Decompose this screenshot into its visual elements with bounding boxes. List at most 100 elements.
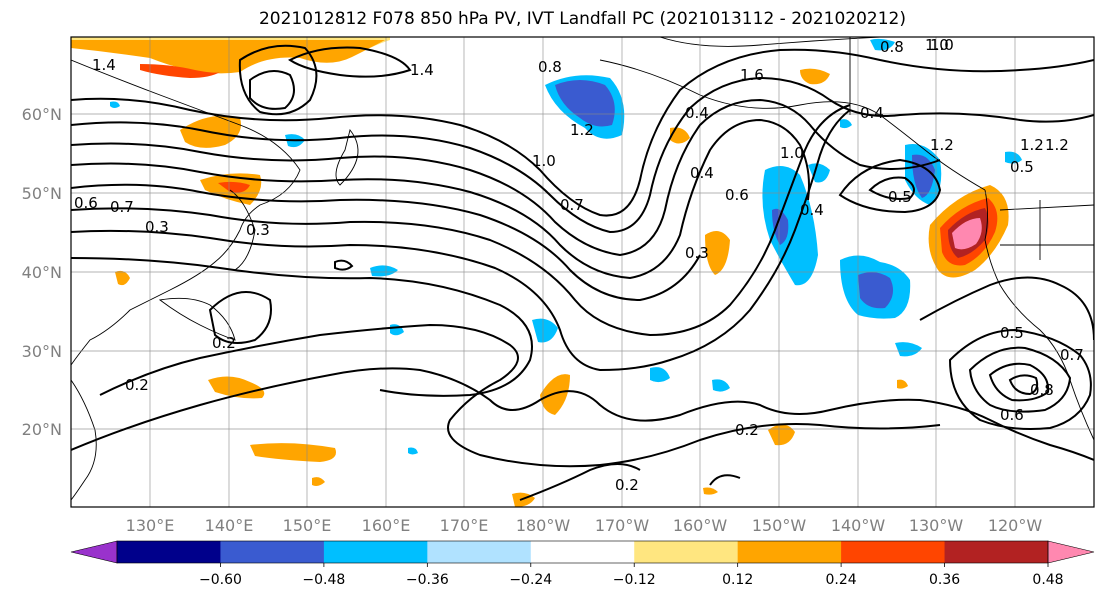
- anomaly-positive: [218, 181, 250, 193]
- anomaly-positive: [670, 127, 690, 144]
- contour-label: 0.7: [1060, 346, 1084, 364]
- anomaly-positive: [952, 218, 982, 250]
- contour-line: [208, 291, 272, 345]
- lon-label: 150°E: [283, 516, 332, 535]
- lat-label: 60°N: [22, 105, 62, 124]
- latitude-labels: 60°N 50°N 40°N 30°N 20°N: [22, 105, 62, 439]
- lon-label: 170°W: [595, 516, 650, 535]
- colorbar-bin: [117, 541, 221, 563]
- anomaly-positive: [897, 379, 908, 389]
- contour-line: [71, 104, 851, 337]
- contour-line: [948, 328, 1092, 430]
- anomaly-positive: [800, 68, 830, 85]
- ivt-contours: [71, 44, 1094, 501]
- contour-label: 0.4: [860, 104, 884, 122]
- colorbar-tick-label: 0.36: [929, 572, 960, 588]
- anomaly-negative: [762, 166, 818, 286]
- contour-label: 0.4: [685, 104, 709, 122]
- colorbar-bin: [841, 541, 946, 563]
- contour-label: 0.7: [110, 198, 134, 216]
- contour-label: 0.5: [1000, 324, 1024, 342]
- coastline: [984, 189, 1094, 441]
- contour-label: 1.0: [780, 144, 804, 162]
- lon-label: 130°E: [126, 516, 175, 535]
- contour-line: [1008, 374, 1039, 396]
- anomaly-positive: [140, 64, 220, 78]
- contour-label: 1.2: [1045, 136, 1069, 154]
- contour-line: [71, 118, 810, 280]
- anomaly-negative: [370, 265, 398, 277]
- lon-label: 180°W: [516, 516, 571, 535]
- coastline: [659, 37, 881, 47]
- lon-label: 160°E: [362, 516, 411, 535]
- colorbar: [70, 540, 1095, 564]
- anomaly-positive: [115, 270, 130, 286]
- anomaly-positive: [768, 424, 795, 446]
- contour-label: 0.2: [212, 334, 236, 352]
- coastline: [599, 59, 986, 191]
- colorbar-bin: [944, 541, 1049, 563]
- colorbar-tick-label: 0.24: [826, 572, 857, 588]
- contour-label: 1.2: [570, 121, 594, 139]
- coastline: [335, 129, 359, 186]
- contour-label: 0.8: [880, 38, 904, 56]
- contour-label: 0.2: [615, 476, 639, 494]
- contour-line: [71, 257, 533, 397]
- lon-label: 160°W: [673, 516, 728, 535]
- colorbar-bin: [737, 541, 842, 563]
- colorbar-bin: [530, 541, 635, 563]
- coastline: [1000, 200, 1094, 260]
- lon-label: 140°W: [831, 516, 886, 535]
- anomaly-negative: [895, 342, 922, 357]
- anomaly-negative: [408, 447, 418, 455]
- colorbar-tick-label: −0.24: [509, 572, 552, 588]
- anomaly-positive: [705, 231, 730, 275]
- contour-line: [71, 183, 701, 302]
- contour-line: [868, 176, 915, 200]
- colorbar-ticks: −0.60 −0.48 −0.36 −0.24 −0.12 0.12 0.24 0.36 0.4…: [199, 563, 1064, 588]
- contour-label: 0.4: [800, 201, 824, 219]
- anomaly-positive: [250, 443, 336, 462]
- anomaly-negative: [555, 80, 615, 127]
- contour-line: [709, 474, 741, 486]
- coastline: [71, 59, 301, 366]
- colorbar-outline: [116, 540, 1049, 564]
- anomaly-negative: [1005, 151, 1022, 164]
- contour-line: [968, 346, 1072, 413]
- contour-label: 0.5: [1010, 158, 1034, 176]
- anomaly-positive: [540, 374, 570, 415]
- lon-label: 150°W: [752, 516, 807, 535]
- colorbar-tick-label: −0.48: [302, 572, 345, 588]
- colorbar-tick-label: −0.12: [613, 572, 656, 588]
- contour-label: 0.6: [1000, 406, 1024, 424]
- lon-label: 120°W: [988, 516, 1043, 535]
- contour-label: 0.6: [725, 186, 749, 204]
- contour-line: [238, 44, 318, 116]
- coastline: [999, 204, 1094, 211]
- map-frame: [70, 36, 1095, 508]
- contour-line: [71, 98, 941, 257]
- lon-label: 140°E: [205, 516, 254, 535]
- anomaly-negative: [870, 38, 895, 51]
- contour-line: [919, 276, 1094, 341]
- colorbar-tick-label: 0.12: [722, 572, 753, 588]
- lon-label: 170°E: [440, 516, 489, 535]
- colorbar-extend-high: [1047, 540, 1095, 564]
- contour-label: 1.4: [410, 61, 434, 79]
- colorbar-extend-low: [70, 540, 118, 564]
- coastlines: [71, 37, 1094, 501]
- colorbar-tick-label: −0.36: [406, 572, 449, 588]
- contour-label: 1.0: [532, 152, 556, 170]
- contour-label: 1.2: [1020, 136, 1044, 154]
- colorbar-tick-label: −0.60: [199, 572, 242, 588]
- gridlines: [71, 37, 1094, 507]
- contour-label: 0.2: [735, 421, 759, 439]
- contour-label: 0.3: [685, 244, 709, 262]
- anomaly-negative: [110, 101, 120, 108]
- anomaly-negative: [772, 208, 789, 245]
- longitude-labels: 130°E 140°E 150°E 160°E 170°E 180°W 170°…: [126, 516, 1043, 535]
- contour-label: 0.4: [690, 164, 714, 182]
- contour-line: [519, 463, 641, 501]
- anomaly-negative: [858, 272, 894, 309]
